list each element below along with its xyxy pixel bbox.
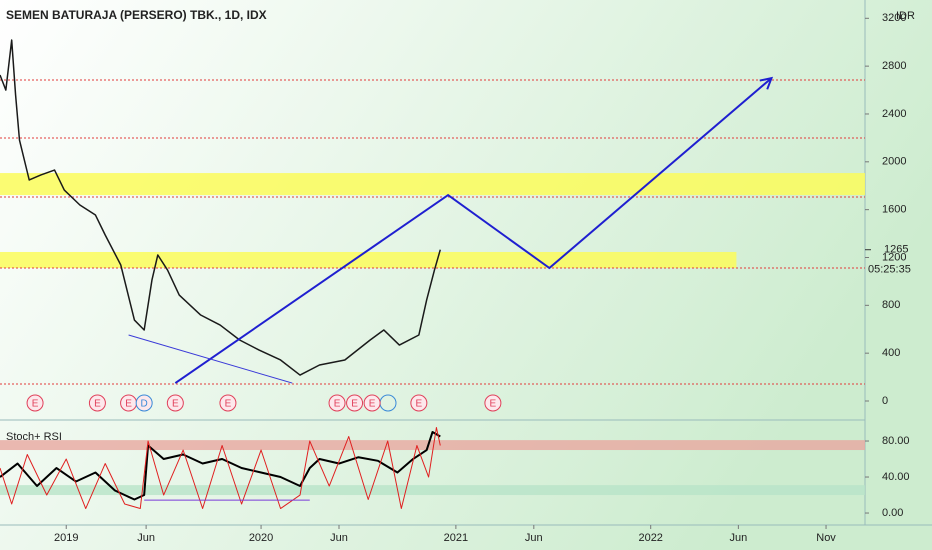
event-marker bbox=[135, 394, 153, 412]
event-label: D bbox=[141, 399, 148, 410]
y-tick-label: 2400 bbox=[882, 108, 906, 120]
y-tick-label: 2800 bbox=[882, 60, 906, 72]
event-label: E bbox=[225, 399, 232, 410]
x-tick-label: Nov bbox=[816, 532, 836, 544]
x-tick-label: Jun bbox=[330, 532, 348, 544]
y-tick-label: 1200 bbox=[882, 251, 906, 263]
last-price: 1265 bbox=[884, 244, 908, 256]
event-marker bbox=[219, 394, 237, 412]
price-line bbox=[0, 431, 441, 501]
chart-title: SEMEN BATURAJA (PERSERO) TBK., 1D, IDX bbox=[6, 8, 267, 22]
y-tick-label: 1600 bbox=[882, 204, 906, 216]
x-tick-label: Jun bbox=[729, 532, 747, 544]
band bbox=[0, 440, 865, 451]
event-label: E bbox=[416, 399, 423, 410]
y-tick-label: 3200 bbox=[882, 12, 906, 24]
y-tick-label: 800 bbox=[882, 299, 900, 311]
event-label: E bbox=[490, 399, 497, 410]
y-tick-label: 40.00 bbox=[882, 471, 910, 483]
x-tick-label: 2019 bbox=[54, 532, 78, 544]
plot: 2019 Jun 2020 Jun 2021 Jun 2022 Jun Nov 0 400 800 12… bbox=[0, 12, 911, 544]
drawing bbox=[174, 77, 773, 384]
currency: IDR bbox=[896, 10, 915, 22]
y-tick-label: 2000 bbox=[882, 156, 906, 168]
event-marker bbox=[410, 394, 428, 412]
x-tick-label: Jun bbox=[137, 532, 155, 544]
y-tick-label: 400 bbox=[882, 347, 900, 359]
x-tick-label: 2020 bbox=[249, 532, 273, 544]
event-label: E bbox=[334, 399, 341, 410]
zone bbox=[0, 251, 737, 269]
countdown: 05:25:35 bbox=[868, 264, 911, 276]
event-marker bbox=[328, 394, 346, 412]
band bbox=[0, 485, 865, 496]
event-label: E bbox=[351, 399, 358, 410]
event-label: E bbox=[125, 399, 132, 410]
event-label: E bbox=[94, 399, 101, 410]
price-line bbox=[0, 427, 441, 510]
event-marker bbox=[88, 394, 106, 412]
indicator-title: Stoch+ RSI bbox=[6, 431, 62, 443]
event-label: E bbox=[32, 399, 39, 410]
event-marker bbox=[166, 394, 184, 412]
y-tick-label: 0 bbox=[882, 395, 888, 407]
y-tick-label: 80.00 bbox=[882, 435, 910, 447]
x-tick-label: 2021 bbox=[444, 532, 468, 544]
event-marker bbox=[346, 394, 364, 412]
x-tick-label: 2022 bbox=[638, 532, 662, 544]
zone bbox=[0, 173, 865, 196]
event-label: E bbox=[369, 399, 376, 410]
price-line bbox=[0, 39, 442, 376]
y-tick-label: 0.00 bbox=[882, 507, 903, 519]
event-label: E bbox=[172, 399, 179, 410]
arrow-head bbox=[759, 76, 774, 90]
event-marker bbox=[26, 394, 44, 412]
event-marker bbox=[363, 394, 381, 412]
drawing bbox=[128, 334, 293, 384]
event-marker bbox=[484, 394, 502, 412]
x-tick-label: Jun bbox=[525, 532, 543, 544]
